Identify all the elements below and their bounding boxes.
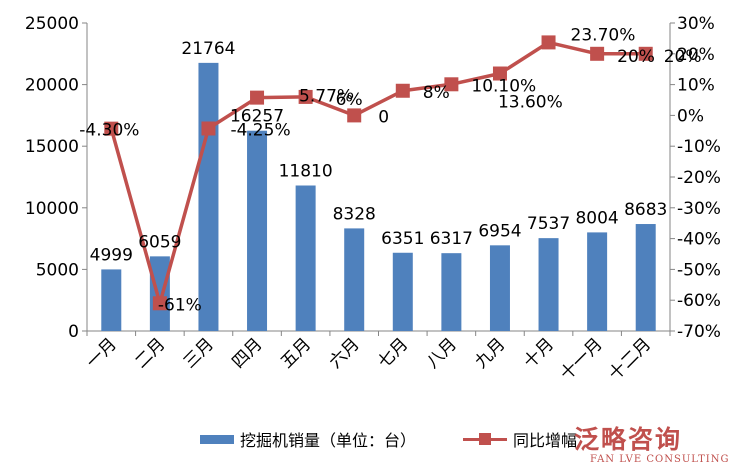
legend-item-line: 同比增幅 bbox=[463, 422, 577, 456]
bar-value-label: 16257 bbox=[230, 107, 284, 127]
bar bbox=[344, 228, 365, 331]
y-right-tick-label: 10% bbox=[677, 76, 715, 96]
line-value-label: 13.60% bbox=[498, 93, 563, 113]
bar bbox=[295, 185, 316, 331]
bar-value-label: 6317 bbox=[430, 229, 473, 249]
legend-item-bars: 挖掘机销量（单位：台） bbox=[200, 422, 416, 456]
y-left-tick-label: 5000 bbox=[36, 260, 79, 280]
x-tick-label: 九月 bbox=[471, 334, 509, 372]
bar bbox=[392, 252, 413, 331]
line-value-label: -4.30% bbox=[79, 121, 139, 141]
line-point bbox=[444, 77, 459, 92]
bar bbox=[489, 245, 510, 331]
bar-value-label: 8004 bbox=[575, 208, 618, 228]
y-left-tick-label: 0 bbox=[68, 322, 79, 342]
line-value-label: 5.77% bbox=[299, 87, 353, 107]
y-right-tick-label: 20% bbox=[677, 45, 715, 65]
y-left-tick-label: 25000 bbox=[25, 14, 79, 34]
x-tick-label: 四月 bbox=[228, 334, 266, 372]
line-point bbox=[347, 108, 362, 123]
x-tick-label: 十一月 bbox=[556, 334, 606, 384]
bar bbox=[635, 224, 656, 331]
y-right-tick-label: -50% bbox=[677, 260, 721, 280]
bar-value-label: 6351 bbox=[381, 229, 424, 249]
x-tick-label: 七月 bbox=[374, 334, 412, 372]
y-left-tick-label: 20000 bbox=[25, 76, 79, 96]
bar-value-label: 4999 bbox=[90, 245, 133, 265]
y-right-tick-label: 30% bbox=[677, 14, 715, 34]
x-tick-label: 八月 bbox=[423, 334, 461, 372]
y-right-tick-label: -40% bbox=[677, 230, 721, 250]
bar-value-label: 8683 bbox=[624, 200, 667, 220]
x-tick-label: 十二月 bbox=[605, 334, 655, 384]
line-point bbox=[492, 66, 507, 81]
x-tick-label: 一月 bbox=[83, 334, 121, 372]
bar bbox=[198, 62, 219, 331]
bar bbox=[538, 238, 559, 331]
y-right-tick-label: -20% bbox=[677, 168, 721, 188]
line-point bbox=[541, 35, 556, 50]
bar bbox=[101, 269, 122, 331]
y-left-tick-label: 10000 bbox=[25, 199, 79, 219]
x-tick-label: 十月 bbox=[520, 334, 558, 372]
line-point bbox=[590, 46, 605, 61]
y-right-tick-label: 0% bbox=[677, 106, 704, 126]
y-right-tick-label: -60% bbox=[677, 291, 721, 311]
y-left-tick-label: 15000 bbox=[25, 137, 79, 157]
y-right-tick-label: -10% bbox=[677, 137, 721, 157]
bar-value-label: 6059 bbox=[138, 232, 181, 252]
bar bbox=[441, 253, 462, 331]
line-series bbox=[104, 35, 653, 311]
company-logo: 泛略咨询 FAN LVE CONSULTING bbox=[568, 416, 750, 472]
line-point bbox=[395, 83, 410, 98]
y-right-tick-label: -30% bbox=[677, 199, 721, 219]
x-tick-label: 三月 bbox=[180, 334, 218, 372]
line-point bbox=[638, 46, 653, 61]
line-value-label: 0 bbox=[378, 107, 389, 127]
bar-value-label: 6954 bbox=[478, 221, 521, 241]
x-tick-label: 六月 bbox=[326, 334, 364, 372]
bar bbox=[247, 130, 268, 331]
bar bbox=[587, 232, 608, 331]
line-value-label: 10.10% bbox=[471, 76, 536, 96]
bar-value-label: 8328 bbox=[333, 204, 376, 224]
line-point bbox=[152, 296, 167, 311]
line-point bbox=[250, 90, 265, 105]
line-value-label: 6% bbox=[336, 90, 363, 110]
line-value-label: 8% bbox=[423, 83, 450, 103]
line-value-label: -61% bbox=[158, 295, 202, 315]
line-point bbox=[201, 121, 216, 136]
x-tick-label: 二月 bbox=[131, 334, 169, 372]
line-value-label: 23.70% bbox=[571, 25, 636, 45]
legend-line-swatch bbox=[463, 433, 507, 445]
line-value-label: -4.25% bbox=[230, 120, 290, 140]
legend-label-line: 同比增幅 bbox=[513, 431, 578, 450]
line-value-label: 20% bbox=[617, 47, 655, 67]
legend-label-bars: 挖掘机销量（单位：台） bbox=[240, 431, 417, 450]
line-point bbox=[298, 89, 313, 104]
legend-bar-swatch bbox=[200, 434, 234, 444]
combo-chart: 0 5000 10000 15000 20000 25000 -70% -60% -50% -40… bbox=[25, 14, 721, 385]
line-value-label: 20% bbox=[664, 47, 702, 67]
logo-text-cn: 泛略咨询 bbox=[574, 425, 683, 454]
y-right-tick-label: -70% bbox=[677, 322, 721, 342]
bar bbox=[149, 256, 170, 331]
bar-value-label: 7537 bbox=[527, 214, 570, 234]
x-tick-label: 五月 bbox=[277, 334, 315, 372]
line-path bbox=[109, 40, 646, 306]
bar-value-label: 21764 bbox=[181, 39, 235, 59]
logo-text-en: FAN LVE CONSULTING bbox=[590, 454, 730, 465]
line-point bbox=[104, 121, 119, 136]
legend: 挖掘机销量（单位：台） 同比增幅 bbox=[200, 422, 580, 456]
bar-value-label: 11810 bbox=[279, 162, 333, 182]
